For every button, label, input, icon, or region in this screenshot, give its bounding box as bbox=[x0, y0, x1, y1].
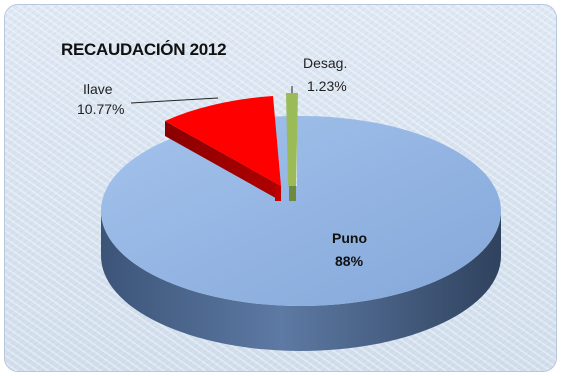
leader-ilave bbox=[130, 97, 219, 104]
slice-desag-top bbox=[286, 93, 298, 186]
label-puno-name: Puno bbox=[332, 230, 367, 246]
label-desag-name: Desag. bbox=[303, 55, 347, 71]
label-ilave-value: 10.77% bbox=[77, 101, 124, 117]
label-ilave-name: Ilave bbox=[83, 81, 113, 97]
label-puno-value: 88% bbox=[335, 253, 364, 269]
label-desag-value: 1.23% bbox=[307, 78, 347, 94]
slice-puno-side bbox=[101, 211, 501, 351]
chart-frame: RECAUDACIÓN 2012 Ilave 10.77% Desag. 1.2… bbox=[4, 4, 557, 372]
slice-puno-top bbox=[100, 115, 502, 306]
slice-desag-side bbox=[289, 186, 296, 201]
slice-ilave-top bbox=[165, 96, 281, 186]
slice-ilave-side bbox=[165, 121, 281, 201]
chart-title: RECAUDACIÓN 2012 bbox=[61, 40, 226, 59]
pie-chart: RECAUDACIÓN 2012 Ilave 10.77% Desag. 1.2… bbox=[61, 40, 502, 351]
slice-ilave-front bbox=[275, 186, 281, 201]
